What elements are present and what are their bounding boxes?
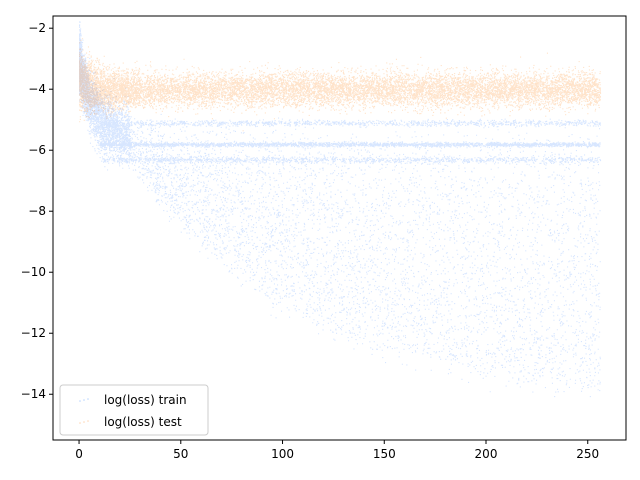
legend-marker-train [87, 398, 89, 400]
plot-area [79, 21, 602, 398]
x-tick-label: 150 [373, 447, 396, 461]
legend-marker-test [79, 422, 81, 424]
legend-entry-test: log(loss) test [79, 415, 182, 429]
legend-box [59, 384, 209, 436]
y-tick-label: −12 [21, 326, 46, 340]
y-tick-label: −6 [28, 143, 46, 157]
legend-marker-test [87, 420, 89, 422]
legend: log(loss) train log(loss) test [59, 384, 209, 436]
y-tick-label: −10 [21, 265, 46, 279]
legend-marker-train [83, 399, 85, 401]
legend-label-train: log(loss) train [104, 393, 187, 407]
test-scatter-marks [79, 38, 602, 132]
x-tick-label: 50 [173, 447, 188, 461]
y-tick-label: −8 [28, 204, 46, 218]
y-tick-label: −2 [28, 21, 46, 35]
legend-label-test: log(loss) test [104, 415, 182, 429]
test-series-points [79, 38, 602, 132]
legend-marker-train [79, 400, 81, 402]
x-tick-label: 200 [475, 447, 498, 461]
x-tick-label: 100 [271, 447, 294, 461]
y-axis: −14 −12 −10 −8 −6 −4 −2 [21, 21, 53, 401]
y-tick-label: −4 [28, 82, 46, 96]
axes-frame [52, 15, 627, 441]
legend-marker-test [83, 421, 85, 423]
y-tick-label: −14 [21, 387, 46, 401]
x-axis: 0 50 100 150 200 250 [75, 440, 599, 461]
legend-entry-train: log(loss) train [79, 393, 187, 407]
x-tick-label: 250 [576, 447, 599, 461]
x-tick-label: 0 [75, 447, 83, 461]
